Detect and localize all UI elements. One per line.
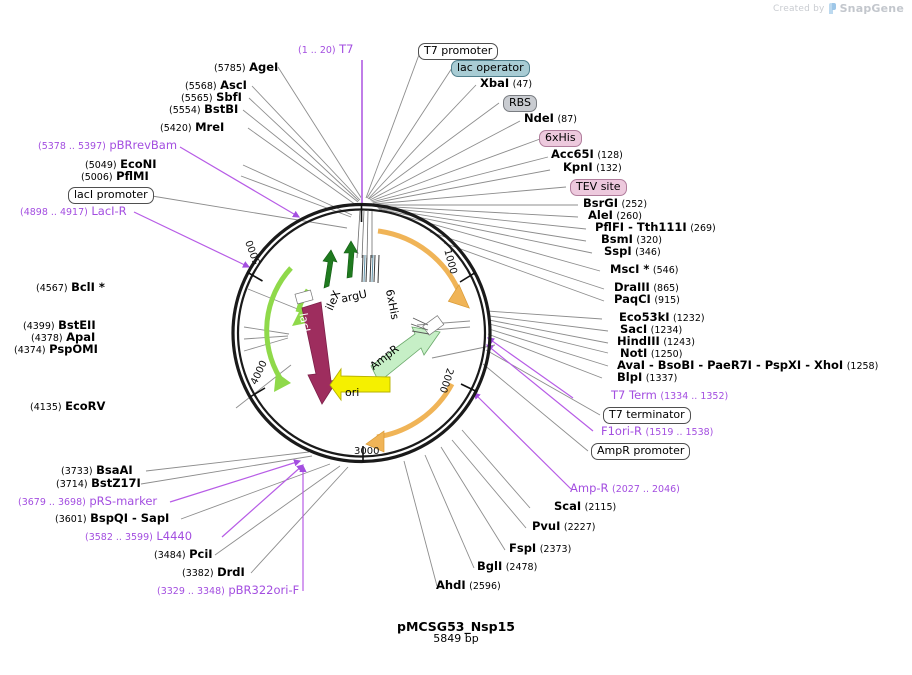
label-alei[interactable]: AleI (260) bbox=[588, 208, 642, 222]
label-pbr322ori-f[interactable]: (3329 .. 3348) pBR322ori-F bbox=[157, 583, 300, 597]
label-econi[interactable]: (5049) EcoNI bbox=[85, 157, 157, 171]
label-apai[interactable]: (4378) ApaI bbox=[31, 330, 96, 344]
label-pvui[interactable]: PvuI (2227) bbox=[532, 519, 596, 533]
label-pflfi-tth111i[interactable]: PflFI - Tth111I (269) bbox=[595, 220, 716, 234]
label-bsrgi[interactable]: BsrGI (252) bbox=[583, 196, 648, 210]
label-xbai[interactable]: XbaI (47) bbox=[480, 76, 533, 90]
label-bsmi[interactable]: BsmI (320) bbox=[601, 232, 662, 246]
snapgene-logo-icon bbox=[828, 3, 836, 14]
trna-feature-arrows bbox=[322, 240, 359, 289]
plasmid-backbone bbox=[231, 202, 492, 464]
backbone-ticks bbox=[246, 204, 478, 462]
label-l4440[interactable]: (3582 .. 3599) L4440 bbox=[85, 529, 193, 543]
plasmid-name: pMCSG53_Nsp15 bbox=[397, 619, 515, 634]
label-pbrrevbam[interactable]: (5378 .. 5397) pBRrevBam bbox=[38, 138, 178, 152]
top-hatch-marks bbox=[356, 209, 373, 259]
ampr-feature-arrow bbox=[370, 315, 445, 383]
label-laci-promoter[interactable]: lacI promoter bbox=[68, 187, 154, 204]
label-eco53ki[interactable]: Eco53kI (1232) bbox=[619, 310, 705, 324]
label-acc65i[interactable]: Acc65I (128) bbox=[551, 147, 623, 161]
label-kpni[interactable]: KpnI (132) bbox=[563, 160, 622, 174]
label-bspqi-sapi[interactable]: (3601) BspQI - SapI bbox=[55, 511, 170, 525]
watermark-prefix: Created by bbox=[773, 3, 825, 14]
label-noti[interactable]: NotI (1250) bbox=[620, 346, 683, 360]
label-agei[interactable]: (5785) AgeI bbox=[214, 60, 279, 74]
label-sspi[interactable]: SspI (346) bbox=[604, 244, 661, 258]
feature-label-ori: ori bbox=[345, 386, 360, 399]
label-bsteii[interactable]: (4399) BstEII bbox=[23, 318, 96, 332]
label-pflmi[interactable]: (5006) PflMI bbox=[81, 169, 149, 183]
tag-hatch-marks bbox=[361, 254, 380, 284]
label-pspomi[interactable]: (4374) PspOMI bbox=[14, 342, 98, 356]
label-draiii[interactable]: DraIII (865) bbox=[614, 280, 679, 294]
label-drdi[interactable]: (3382) DrdI bbox=[182, 565, 245, 579]
label-lac-operator[interactable]: lac operator bbox=[451, 60, 530, 77]
laci-feature-arrow bbox=[294, 289, 339, 405]
label-ndei[interactable]: NdeI (87) bbox=[524, 111, 577, 125]
label-asci[interactable]: (5568) AscI bbox=[185, 78, 247, 92]
label-avai-group[interactable]: AvaI - BsoBI - PaeR7I - PspXI - XhoI (12… bbox=[617, 358, 879, 372]
label-msci[interactable]: MscI * (546) bbox=[610, 262, 679, 276]
label-pcii[interactable]: (3484) PciI bbox=[154, 547, 213, 561]
label-t7-terminator[interactable]: T7 terminator bbox=[603, 407, 691, 424]
mcs-hatch-marks bbox=[410, 317, 430, 335]
label-scai[interactable]: ScaI (2115) bbox=[554, 499, 617, 513]
label-f1ori-r[interactable]: F1ori-R (1519 .. 1538) bbox=[601, 424, 714, 438]
label-amp-r[interactable]: Amp-R (2027 .. 2046) bbox=[570, 481, 680, 495]
label-bstbi[interactable]: (5554) BstBI bbox=[169, 102, 239, 116]
label-paqci[interactable]: PaqCI (915) bbox=[614, 292, 680, 306]
label-bgli[interactable]: BglI (2478) bbox=[477, 559, 538, 573]
label-6xhis[interactable]: 6xHis bbox=[539, 130, 582, 147]
label-tev-site[interactable]: TEV site bbox=[570, 179, 627, 196]
label-bstz17i[interactable]: (3714) BstZ17I bbox=[56, 476, 141, 490]
label-ampr-promoter[interactable]: AmpR promoter bbox=[591, 443, 691, 460]
snapgene-watermark: Created by SnapGene bbox=[773, 2, 904, 15]
label-hindiii[interactable]: HindIII (1243) bbox=[617, 334, 695, 348]
label-blpi[interactable]: BlpI (1337) bbox=[617, 370, 678, 384]
label-laci-r[interactable]: (4898 .. 4917) LacI-R bbox=[20, 204, 127, 218]
label-rbs[interactable]: RBS bbox=[503, 95, 537, 112]
label-bsaai[interactable]: (3733) BsaAI bbox=[61, 463, 133, 477]
label-t7-term[interactable]: T7 Term (1334 .. 1352) bbox=[611, 388, 729, 402]
label-ecorv[interactable]: (4135) EcoRV bbox=[30, 399, 106, 413]
label-saci[interactable]: SacI (1234) bbox=[620, 322, 683, 336]
orange-arrowheads bbox=[365, 283, 470, 453]
label-sbfi[interactable]: (5565) SbfI bbox=[181, 90, 242, 104]
label-t7-promoter[interactable]: T7 promoter bbox=[418, 43, 499, 60]
ori-feature-arrow bbox=[329, 367, 391, 402]
watermark-brand: SnapGene bbox=[839, 2, 904, 15]
orange-arcs bbox=[376, 228, 463, 440]
leader-lines-purple bbox=[133, 146, 594, 591]
tag-hatch-marks-teal bbox=[363, 254, 374, 283]
label-ahdi[interactable]: AhdI (2596) bbox=[436, 578, 501, 592]
label-mrei[interactable]: (5420) MreI bbox=[160, 120, 225, 134]
tick-label-3000: 3000 bbox=[354, 446, 380, 457]
label-t7[interactable]: (1 .. 20) T7 bbox=[298, 42, 354, 56]
plasmid-size: 5849 bp bbox=[433, 632, 479, 645]
laci-promoter-text: lacI promoter bbox=[74, 188, 148, 201]
label-bcli[interactable]: (4567) BclI * bbox=[36, 280, 105, 294]
label-fspi[interactable]: FspI (2373) bbox=[509, 541, 572, 555]
label-prs-marker[interactable]: (3679 .. 3698) pRS-marker bbox=[18, 494, 158, 508]
